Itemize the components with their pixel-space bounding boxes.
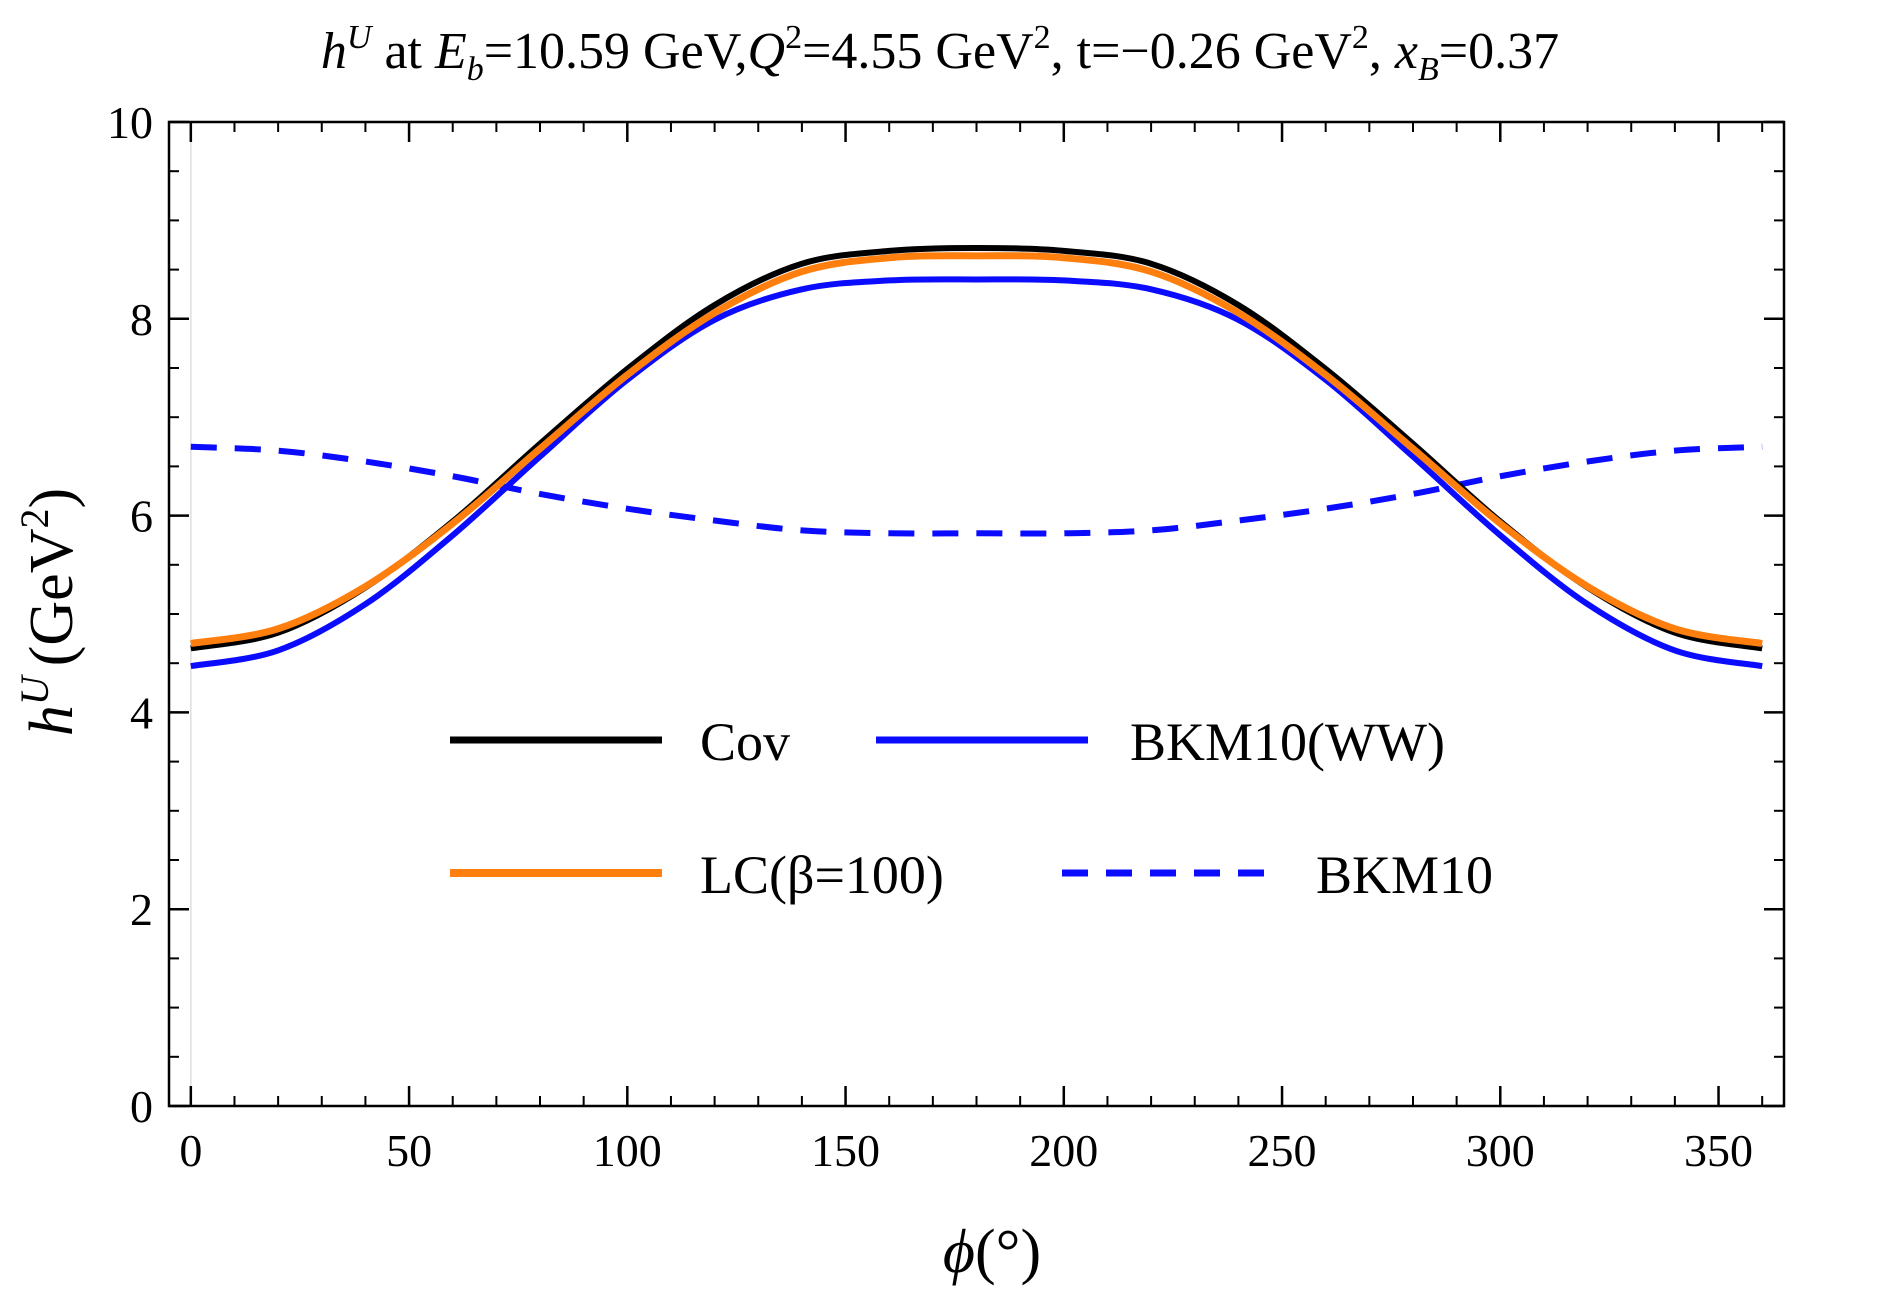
series-lc (190, 252, 1763, 647)
title-x-value: =0.37 (1439, 23, 1559, 80)
legend-label-bkm10: BKM10 (1316, 845, 1493, 905)
title-eb-value: =10.59 GeV, (484, 23, 748, 80)
y-tick-label: 4 (130, 687, 153, 738)
x-tick-label: 100 (593, 1125, 662, 1176)
x-tick-label: 250 (1248, 1125, 1317, 1176)
title-t-value: , t=−0.26 GeV (1051, 23, 1352, 80)
xlabel-phi: ϕ (943, 1218, 975, 1286)
ylabel-sup: U (12, 673, 57, 705)
series-cov (190, 244, 1763, 652)
y-tick-label: 2 (130, 884, 153, 935)
title-h: h (321, 23, 347, 80)
ylabel-unit: (GeV (18, 528, 86, 666)
xlabel-unit: (°) (975, 1218, 1041, 1286)
title-t-unit-sup: 2 (1352, 19, 1369, 56)
title-eb: E (434, 23, 467, 80)
title-x-sub: B (1418, 51, 1439, 88)
legend: Cov BKM10(WW) LC(β=100) BKM10 (450, 712, 1493, 905)
series-layer (190, 244, 1763, 670)
x-tick-label: 200 (1029, 1125, 1098, 1176)
title-q: Q (748, 23, 786, 80)
ylabel-unit-sup: 2 (12, 509, 57, 529)
legend-label-cov: Cov (700, 712, 790, 772)
y-axis-label: hU (GeV2) (12, 488, 86, 736)
legend-label-bkm10ww: BKM10(WW) (1130, 712, 1445, 772)
x-tick-label: 300 (1466, 1125, 1535, 1176)
chart-title: hU at Eb=10.59 GeV,Q2=4.55 GeV2, t=−0.26… (321, 19, 1559, 88)
ylabel-close: ) (18, 488, 86, 509)
title-q-value: =4.55 GeV (802, 23, 1034, 80)
x-tick-label: 0 (179, 1125, 202, 1176)
ylabel-h: h (18, 705, 86, 736)
title-h-sup: U (347, 19, 374, 56)
x-tick-label: 150 (811, 1125, 880, 1176)
title-comma: , (1369, 23, 1382, 80)
title-at: at (371, 23, 435, 80)
title-q-sup: 2 (785, 19, 802, 56)
y-tick-label: 10 (107, 97, 153, 148)
y-tick-label: 6 (130, 491, 153, 542)
plot-frame (167, 120, 1786, 1108)
title-q-unit-sup: 2 (1034, 19, 1051, 56)
title-x: x (1394, 23, 1418, 80)
y-tick-label: 0 (130, 1081, 153, 1132)
title-eb-sub: b (467, 51, 484, 88)
x-axis-label: ϕ(°) (943, 1218, 1041, 1286)
legend-label-lc: LC(β=100) (700, 845, 944, 905)
x-tick-label: 50 (386, 1125, 432, 1176)
ticks-layer: 0 50 100 150 200 250 300 350 0 2 4 6 8 10 (107, 97, 1784, 1176)
series-bkm10ww (190, 276, 1763, 670)
series-bkm10 (190, 443, 1763, 537)
x-tick-label: 350 (1684, 1125, 1753, 1176)
y-tick-label: 8 (130, 294, 153, 345)
